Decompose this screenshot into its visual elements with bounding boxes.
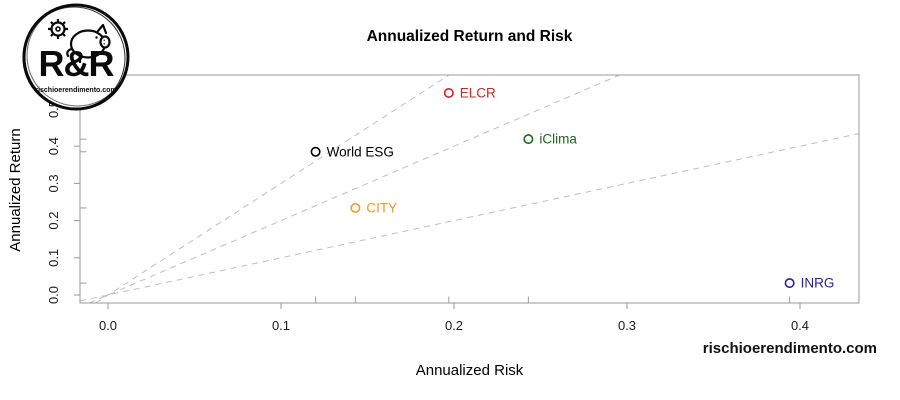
data-point-elcr bbox=[443, 88, 454, 99]
x-axis-tick-label: 0.2 bbox=[445, 318, 463, 333]
data-point-label-iclima: iClima bbox=[539, 132, 577, 147]
plot-box bbox=[79, 74, 860, 304]
y-axis-tick-label: 0.3 bbox=[46, 174, 61, 192]
x-axis-tick-label: 0.3 bbox=[618, 318, 636, 333]
logo-brand-text: R&R bbox=[38, 43, 115, 84]
x-axis-tick-label: 0.0 bbox=[99, 318, 117, 333]
watermark-site-text: rischioerendimento.com bbox=[702, 340, 877, 357]
y-axis-tick-label: 0.1 bbox=[46, 249, 61, 267]
y-axis-tick-label: 0.4 bbox=[46, 137, 61, 155]
reference-line-slope-3 bbox=[95, 74, 450, 304]
data-point-iclima bbox=[523, 134, 534, 145]
data-point-label-city: CITY bbox=[366, 200, 397, 215]
data-point-city bbox=[350, 202, 361, 213]
reference-line-slope-2 bbox=[89, 74, 620, 304]
data-point-world-esg bbox=[310, 146, 321, 157]
gear-icon bbox=[48, 19, 68, 39]
data-point-label-elcr: ELCR bbox=[460, 86, 496, 101]
piggy-bank-icon bbox=[66, 23, 111, 64]
brand-logo: R&R rischioerendimento.com bbox=[14, 2, 138, 116]
chart-title: Annualized Return and Risk bbox=[366, 28, 573, 45]
x-axis-title: Annualized Risk bbox=[415, 362, 524, 379]
logo-site-text: rischioerendimento.com bbox=[35, 87, 117, 94]
reference-line-slope-1 bbox=[79, 133, 860, 302]
y-axis-tick-label: 0.0 bbox=[46, 286, 61, 304]
data-point-label-world-esg: World ESG bbox=[327, 144, 394, 159]
logo-graphic bbox=[22, 3, 130, 111]
x-axis-tick-label: 0.1 bbox=[272, 318, 290, 333]
data-point-label-inrg: INRG bbox=[801, 276, 835, 291]
data-point-inrg bbox=[784, 278, 795, 289]
y-axis-tick-label: 0.2 bbox=[46, 212, 61, 230]
x-axis-tick-label: 0.4 bbox=[791, 318, 809, 333]
